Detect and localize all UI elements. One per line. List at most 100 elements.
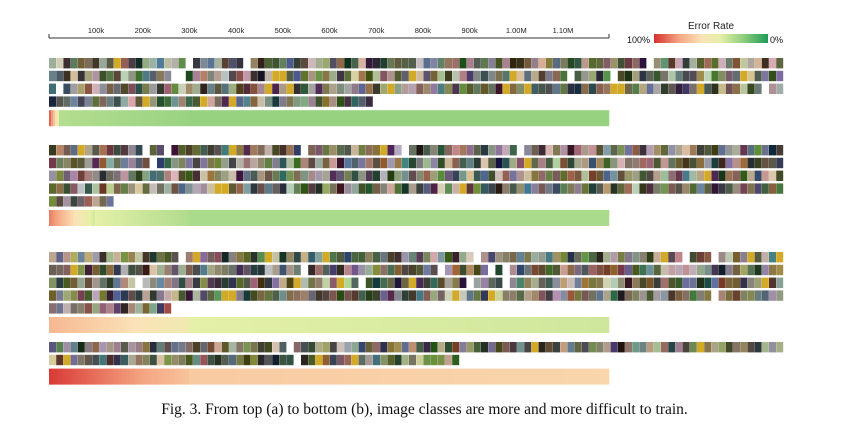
image-thumbnail <box>394 277 402 288</box>
image-thumbnail <box>596 342 604 353</box>
error-rate-segment <box>517 368 520 385</box>
error-rate-segment <box>461 110 464 127</box>
error-rate-segment <box>129 110 132 127</box>
error-rate-segment <box>419 317 422 333</box>
error-rate-segment <box>309 317 312 333</box>
image-thumbnail <box>272 354 280 366</box>
image-thumbnail <box>473 70 481 82</box>
error-rate-segment <box>391 110 394 127</box>
error-rate-segment <box>511 110 514 127</box>
error-rate-segment <box>563 368 566 385</box>
image-thumbnail <box>221 58 229 69</box>
image-thumbnail <box>689 145 697 156</box>
error-rate-segment <box>385 317 388 333</box>
image-thumbnail <box>236 157 244 169</box>
image-thumbnail <box>423 290 431 301</box>
image-thumbnail <box>243 354 251 366</box>
error-rate-segment <box>421 368 424 385</box>
error-rate-segment <box>215 210 218 226</box>
error-rate-segment <box>237 368 240 385</box>
error-rate-segment <box>293 317 296 333</box>
image-thumbnail <box>365 170 373 181</box>
error-rate-segment <box>291 110 294 127</box>
error-rate-segment <box>443 210 446 226</box>
error-rate-segment <box>99 368 102 385</box>
image-thumbnail <box>416 183 424 194</box>
error-rate-segment <box>97 368 100 385</box>
error-rate-segment <box>557 368 560 385</box>
error-rate-segment <box>349 110 352 127</box>
error-rate-segment <box>469 210 472 226</box>
error-rate-segment <box>175 317 178 333</box>
error-rate-segment <box>51 317 54 333</box>
image-thumbnail <box>106 303 114 314</box>
error-rate-segment <box>73 210 76 226</box>
error-rate-segment <box>415 317 418 333</box>
image-thumbnail <box>185 83 193 94</box>
error-rate-segment <box>55 210 58 226</box>
image-thumbnail <box>56 70 64 82</box>
error-rate-segment <box>497 317 500 333</box>
error-rate-segment <box>109 210 112 226</box>
error-rate-segment <box>523 210 526 226</box>
image-thumbnail <box>632 183 640 194</box>
image-thumbnail <box>265 183 272 194</box>
error-rate-segment <box>317 210 320 226</box>
error-rate-segment <box>575 368 578 385</box>
image-thumbnail <box>293 252 301 263</box>
error-rate-segment <box>429 317 432 333</box>
image-thumbnail <box>502 145 510 156</box>
axis-tick-label: 600k <box>321 26 338 35</box>
error-rate-segment <box>419 368 422 385</box>
image-thumbnail <box>574 58 582 69</box>
image-thumbnail <box>697 252 704 263</box>
image-thumbnail <box>761 252 769 263</box>
image-thumbnail <box>315 145 323 156</box>
image-thumbnail <box>545 83 553 94</box>
error-rate-segment <box>331 368 334 385</box>
image-thumbnail <box>293 83 301 94</box>
error-rate-segment <box>243 210 246 226</box>
image-thumbnail <box>229 170 236 181</box>
image-thumbnail <box>70 70 78 82</box>
image-thumbnail <box>207 342 215 353</box>
image-thumbnail <box>430 170 438 181</box>
image-thumbnail <box>344 264 352 276</box>
error-rate-segment <box>483 110 486 127</box>
image-thumbnail <box>639 58 647 69</box>
error-rate-segment <box>543 110 546 127</box>
image-thumbnail <box>524 290 532 301</box>
error-rate-segment <box>531 110 534 127</box>
error-rate-segment <box>203 368 206 385</box>
error-rate-segment <box>511 210 514 226</box>
image-thumbnail <box>466 58 474 69</box>
image-thumbnail <box>99 170 107 181</box>
error-rate-segment <box>433 317 436 333</box>
error-rate-segment <box>195 110 198 127</box>
image-thumbnail <box>337 264 344 276</box>
image-thumbnail <box>617 70 625 82</box>
error-rate-segment <box>255 110 258 127</box>
image-thumbnail <box>459 83 467 94</box>
error-rate-segment <box>567 110 570 127</box>
error-rate-segment <box>505 210 508 226</box>
error-rate-segment <box>557 110 560 127</box>
image-thumbnail <box>236 183 244 194</box>
image-thumbnail <box>401 83 409 94</box>
image-thumbnail <box>56 58 64 69</box>
error-rate-segment <box>483 368 486 385</box>
image-thumbnail <box>610 157 618 169</box>
error-rate-segment <box>355 317 358 333</box>
image-thumbnail <box>430 70 438 82</box>
error-rate-segment <box>75 317 78 333</box>
error-rate-segment <box>459 368 462 385</box>
image-thumbnail <box>301 354 308 366</box>
error-rate-segment <box>121 317 124 333</box>
image-thumbnail <box>718 342 726 353</box>
error-rate-segment <box>293 110 296 127</box>
error-rate-segment <box>149 210 152 226</box>
image-thumbnail <box>445 290 452 301</box>
error-rate-segment <box>229 368 232 385</box>
image-thumbnail <box>668 83 676 94</box>
image-thumbnail <box>113 157 121 169</box>
